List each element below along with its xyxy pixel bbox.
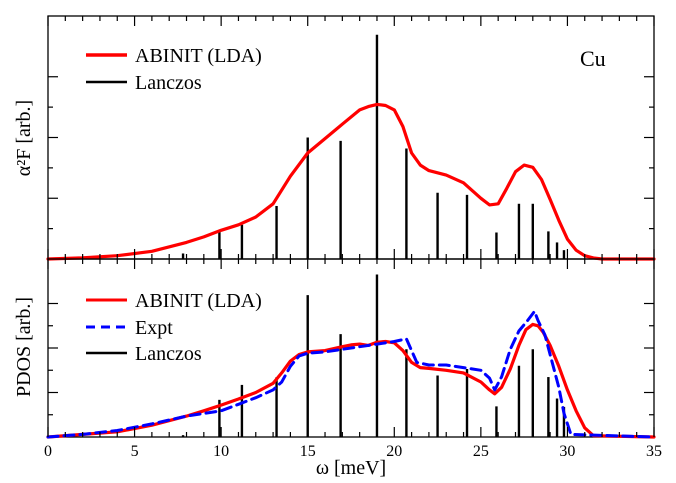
bottom-lanczos-sticks <box>181 274 566 437</box>
top-ticks <box>47 16 655 259</box>
bottom-legend-expt-label: Expt <box>135 317 173 339</box>
x-tick-label: 20 <box>386 443 402 460</box>
x-tick-label: 5 <box>131 443 139 460</box>
top-lines <box>46 102 656 261</box>
x-tick-label: 15 <box>300 443 316 460</box>
x-tick-label: 35 <box>646 443 662 460</box>
top-legend: ABINIT (LDA) Lanczos <box>86 45 262 94</box>
bottom-lines <box>46 309 656 439</box>
bottom-ticks <box>47 259 655 437</box>
x-axis-label: ω [meV] <box>316 457 386 479</box>
bottom-ylabel: PDOS [arb.] <box>13 297 35 397</box>
x-tick-label: 30 <box>559 443 575 460</box>
bottom-legend-lanczos-label: Lanczos <box>135 343 202 365</box>
panel-top: α²F [arb.] Cu ABINIT (LDA) Lanczos <box>13 15 656 261</box>
top-abinit-lda-line <box>46 102 656 261</box>
x-tick-label: 10 <box>213 443 229 460</box>
top-ylabel: α²F [arb.] <box>13 100 35 176</box>
bottom-expt-line <box>46 309 656 439</box>
top-legend-abinit-label: ABINIT (LDA) <box>135 45 262 67</box>
bottom-legend-abinit-label: ABINIT (LDA) <box>135 290 262 312</box>
x-tick-labels: 0 5 10 15 20 25 30 35 <box>44 443 662 460</box>
x-tick-label: 25 <box>473 443 489 460</box>
top-lanczos-sticks <box>181 34 566 259</box>
top-legend-lanczos-label: Lanczos <box>135 72 202 94</box>
x-tick-label: 0 <box>44 443 52 460</box>
material-annotation: Cu <box>580 46 606 71</box>
bottom-legend: ABINIT (LDA) Expt Lanczos <box>86 290 262 365</box>
panel-bottom: 0 5 10 15 20 25 30 35 PDOS [arb.] ω [meV] ABINI… <box>13 258 662 479</box>
